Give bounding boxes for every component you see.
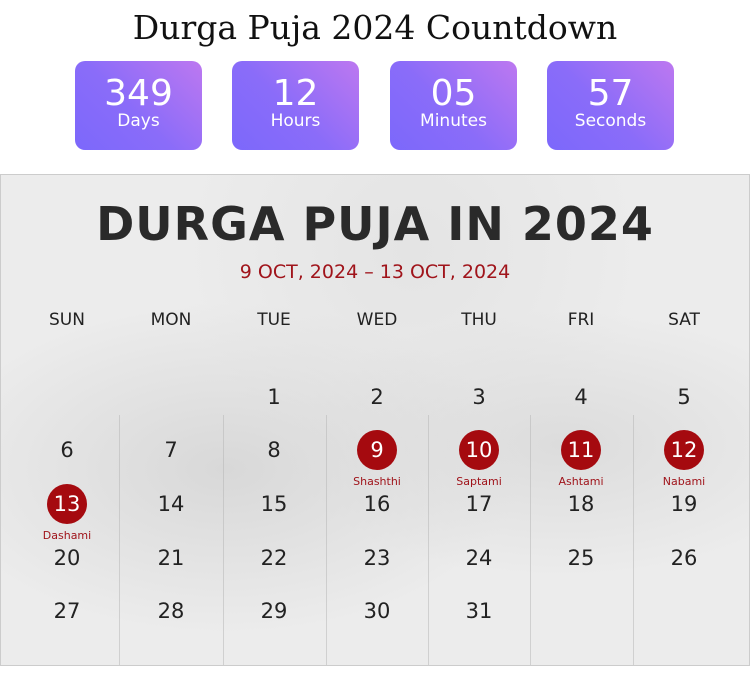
festival-label: Nabami (662, 475, 706, 488)
calendar-day: 29 (260, 599, 288, 623)
calendar-day: 15 (260, 492, 288, 516)
calendar-day: 30 (363, 599, 391, 623)
days-value: 349 (104, 73, 173, 114)
days-box: 349 Days (75, 61, 202, 150)
calendar-day: 21 (157, 546, 185, 570)
calendar-day: 22 (260, 546, 288, 570)
hours-value: 12 (272, 73, 319, 114)
minutes-value: 05 (430, 73, 477, 114)
highlighted-day: 10 (459, 430, 499, 470)
column-divider (632, 415, 634, 665)
days-label: Days (117, 111, 160, 131)
column-divider (530, 415, 531, 665)
hours-box: 12 Hours (232, 61, 359, 150)
weekday-header: SUN (49, 310, 85, 330)
page-title: Durga Puja 2024 Countdown (132, 8, 618, 47)
calendar-day: 27 (53, 599, 81, 623)
calendar-day: 20 (53, 546, 81, 570)
calendar-day: 4 (574, 385, 588, 409)
weekday-header: WED (356, 310, 398, 330)
seconds-box: 57 Seconds (547, 61, 674, 150)
calendar-day: 14 (157, 492, 185, 516)
calendar-day: 16 (363, 492, 391, 516)
festival-label: Saptami (456, 475, 502, 488)
calendar-day: 26 (670, 546, 698, 570)
date-range: 9 OCT, 2024 – 13 OCT, 2024 (239, 261, 511, 283)
calendar-day: 17 (465, 492, 493, 516)
hours-label: Hours (270, 111, 321, 131)
highlighted-day: 12 (664, 430, 704, 470)
column-divider (428, 415, 429, 665)
highlighted-day: 11 (561, 430, 601, 470)
column-divider (119, 415, 120, 665)
weekday-header: MON (150, 310, 192, 330)
column-divider (222, 415, 224, 665)
weekday-header: FRI (567, 310, 595, 330)
calendar-day: 23 (363, 546, 391, 570)
calendar-day: 1 (267, 385, 281, 409)
calendar-day: 24 (465, 546, 493, 570)
calendar-day: 7 (164, 438, 178, 462)
minutes-label: Minutes (420, 111, 487, 131)
calendar-day: 5 (677, 385, 691, 409)
weekday-header: TUE (257, 310, 291, 330)
festival-label: Shashthi (353, 475, 401, 488)
calendar-heading: DURGA PUJA IN 2024 (96, 197, 654, 251)
column-divider (325, 415, 327, 665)
calendar-day: 2 (370, 385, 384, 409)
calendar-day: 6 (60, 438, 74, 462)
calendar-day: 25 (567, 546, 595, 570)
festival-label: Dashami (42, 529, 92, 542)
highlighted-day: 13 (47, 484, 87, 524)
calendar-day: 8 (267, 438, 281, 462)
calendar-day: 19 (670, 492, 698, 516)
weekday-header: THU (461, 310, 497, 330)
weekday-header: SAT (668, 310, 700, 330)
calendar-day: 28 (157, 599, 185, 623)
festival-label: Ashtami (558, 475, 604, 488)
highlighted-day: 9 (357, 430, 397, 470)
calendar-image: DURGA PUJA IN 2024 9 OCT, 2024 – 13 OCT,… (0, 174, 750, 666)
calendar-day: 18 (567, 492, 595, 516)
seconds-value: 57 (587, 73, 634, 114)
calendar-day: 31 (465, 599, 493, 623)
minutes-box: 05 Minutes (390, 61, 517, 150)
seconds-label: Seconds (574, 111, 647, 131)
calendar-day: 3 (472, 385, 486, 409)
